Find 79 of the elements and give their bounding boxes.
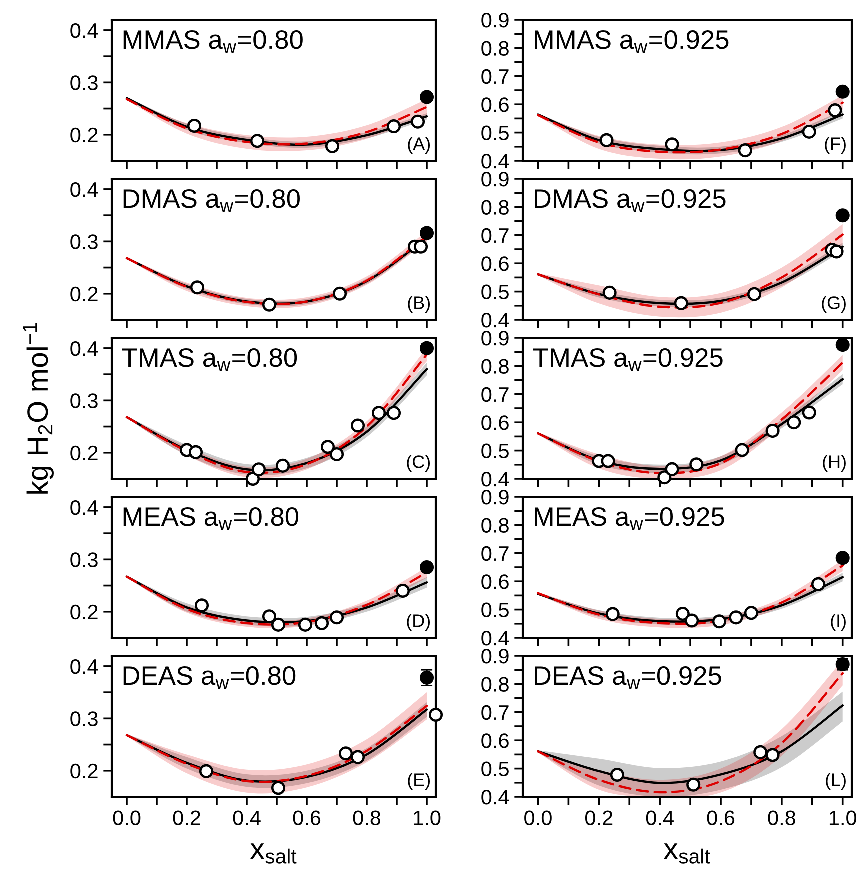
chart-title: DMAS a$_{w}$=0.925: [535, 190, 726, 212]
y-tick-label: 0.3: [70, 234, 98, 250]
y-tick-label: 0.4: [70, 341, 98, 356]
chart-title: MEAS a$_{w}$=0.80: [124, 508, 299, 530]
x-tick-label: 0.8: [768, 810, 796, 826]
y-tick-label: 0.8: [482, 677, 509, 692]
annotation: (I): [831, 614, 846, 631]
y-tick-label: 0.9: [482, 490, 509, 505]
y-tick-label: 0.2: [70, 604, 98, 620]
annotation: (G): [822, 296, 846, 313]
y-tick-label: 0.4: [482, 154, 510, 169]
y-tick-label: 0.7: [482, 69, 509, 84]
y-tick-label: 0.6: [482, 574, 509, 590]
chart-title: MEAS a$_{w}$=0.925: [535, 508, 724, 530]
chart-title: TMAS a$_{w}$=0.925: [533, 348, 723, 372]
chart-title: DEAS a$_{w}$=0.80: [124, 666, 296, 690]
y-tick-label: 0.7: [482, 228, 509, 244]
y-tick-label: 0.7: [482, 705, 509, 720]
chart-title: DMAS a$_{w}$=0.80: [124, 190, 300, 212]
y-tick-label: 0.3: [70, 394, 98, 408]
y-tick-label: 0.4: [482, 472, 510, 487]
x-tick-label: 0.2: [173, 810, 200, 826]
x-tick-label: 0.4: [646, 810, 674, 826]
y-tick-label: 0.2: [70, 764, 98, 779]
y-tick-label: 0.2: [70, 286, 98, 302]
annotation: (C): [407, 455, 430, 472]
y-tick-label: 0.4: [70, 23, 98, 38]
chart-title: DEAS a$_{w}$=0.925: [535, 666, 722, 690]
y-tick-label: 0.7: [482, 546, 509, 562]
chart-title: TMAS a$_{w}$=0.80: [122, 348, 298, 372]
y-tick-label: 0.5: [482, 762, 509, 777]
y-tick-label: 0.4: [482, 313, 510, 328]
y-tick-label: 0.2: [70, 128, 98, 143]
y-tick-label: 0.6: [482, 734, 509, 748]
y-tick-label: 0.5: [482, 444, 509, 459]
x-tick-label: 0.0: [524, 810, 552, 826]
y-tick-label: 0.9: [482, 649, 509, 664]
x-tick-label: 1.0: [830, 810, 857, 826]
annotation: (L): [826, 773, 846, 790]
y-tick-label: 0.3: [70, 76, 98, 90]
chart-title: MMAS a$_{w}$=0.80: [124, 30, 303, 54]
y-tick-label: 0.8: [482, 359, 509, 374]
x-tick-label: 1.0: [414, 810, 441, 826]
x-axis-title: x$_{salt}$: [250, 844, 297, 864]
y-tick-label: 0.6: [482, 416, 509, 430]
x-axis-title: x$_{salt}$: [664, 844, 710, 864]
annotation: (A): [408, 137, 430, 154]
y-tick-label: 0.4: [482, 790, 510, 805]
y-tick-label: 0.8: [482, 200, 509, 215]
y-tick-label: 0.6: [482, 256, 509, 272]
y-tick-label: 0.9: [482, 13, 509, 28]
annotation: (D): [407, 614, 430, 631]
y-tick-label: 0.7: [482, 387, 509, 402]
x-tick-label: 0.0: [113, 810, 141, 826]
x-tick-label: 0.4: [233, 810, 261, 826]
y-axis-title: kg H$_{2}$O mol$^{−1}$: [23, 323, 54, 494]
y-tick-label: 0.9: [482, 331, 509, 346]
y-tick-label: 0.4: [70, 182, 98, 198]
y-tick-label: 0.4: [70, 659, 98, 674]
y-tick-label: 0.5: [482, 126, 509, 141]
y-tick-label: 0.6: [482, 98, 509, 112]
annotation: (E): [408, 773, 430, 790]
y-tick-label: 0.5: [482, 602, 509, 618]
x-tick-label: 0.8: [353, 810, 381, 826]
x-tick-label: 0.6: [707, 810, 735, 826]
x-tick-label: 0.2: [585, 810, 613, 826]
y-tick-label: 0.4: [70, 500, 98, 516]
y-tick-label: 0.4: [482, 631, 510, 646]
chart-title: MMAS a$_{w}$=0.925: [535, 30, 729, 54]
annotation: (H): [823, 455, 846, 472]
y-tick-label: 0.9: [482, 172, 509, 187]
y-tick-label: 0.8: [482, 518, 509, 533]
y-tick-label: 0.5: [482, 284, 509, 300]
y-tick-label: 0.2: [70, 446, 98, 461]
y-tick-label: 0.8: [482, 41, 509, 56]
x-tick-label: 0.6: [293, 810, 321, 826]
y-tick-label: 0.3: [70, 712, 98, 726]
y-tick-label: 0.3: [70, 552, 98, 568]
annotation: (F): [825, 137, 846, 154]
